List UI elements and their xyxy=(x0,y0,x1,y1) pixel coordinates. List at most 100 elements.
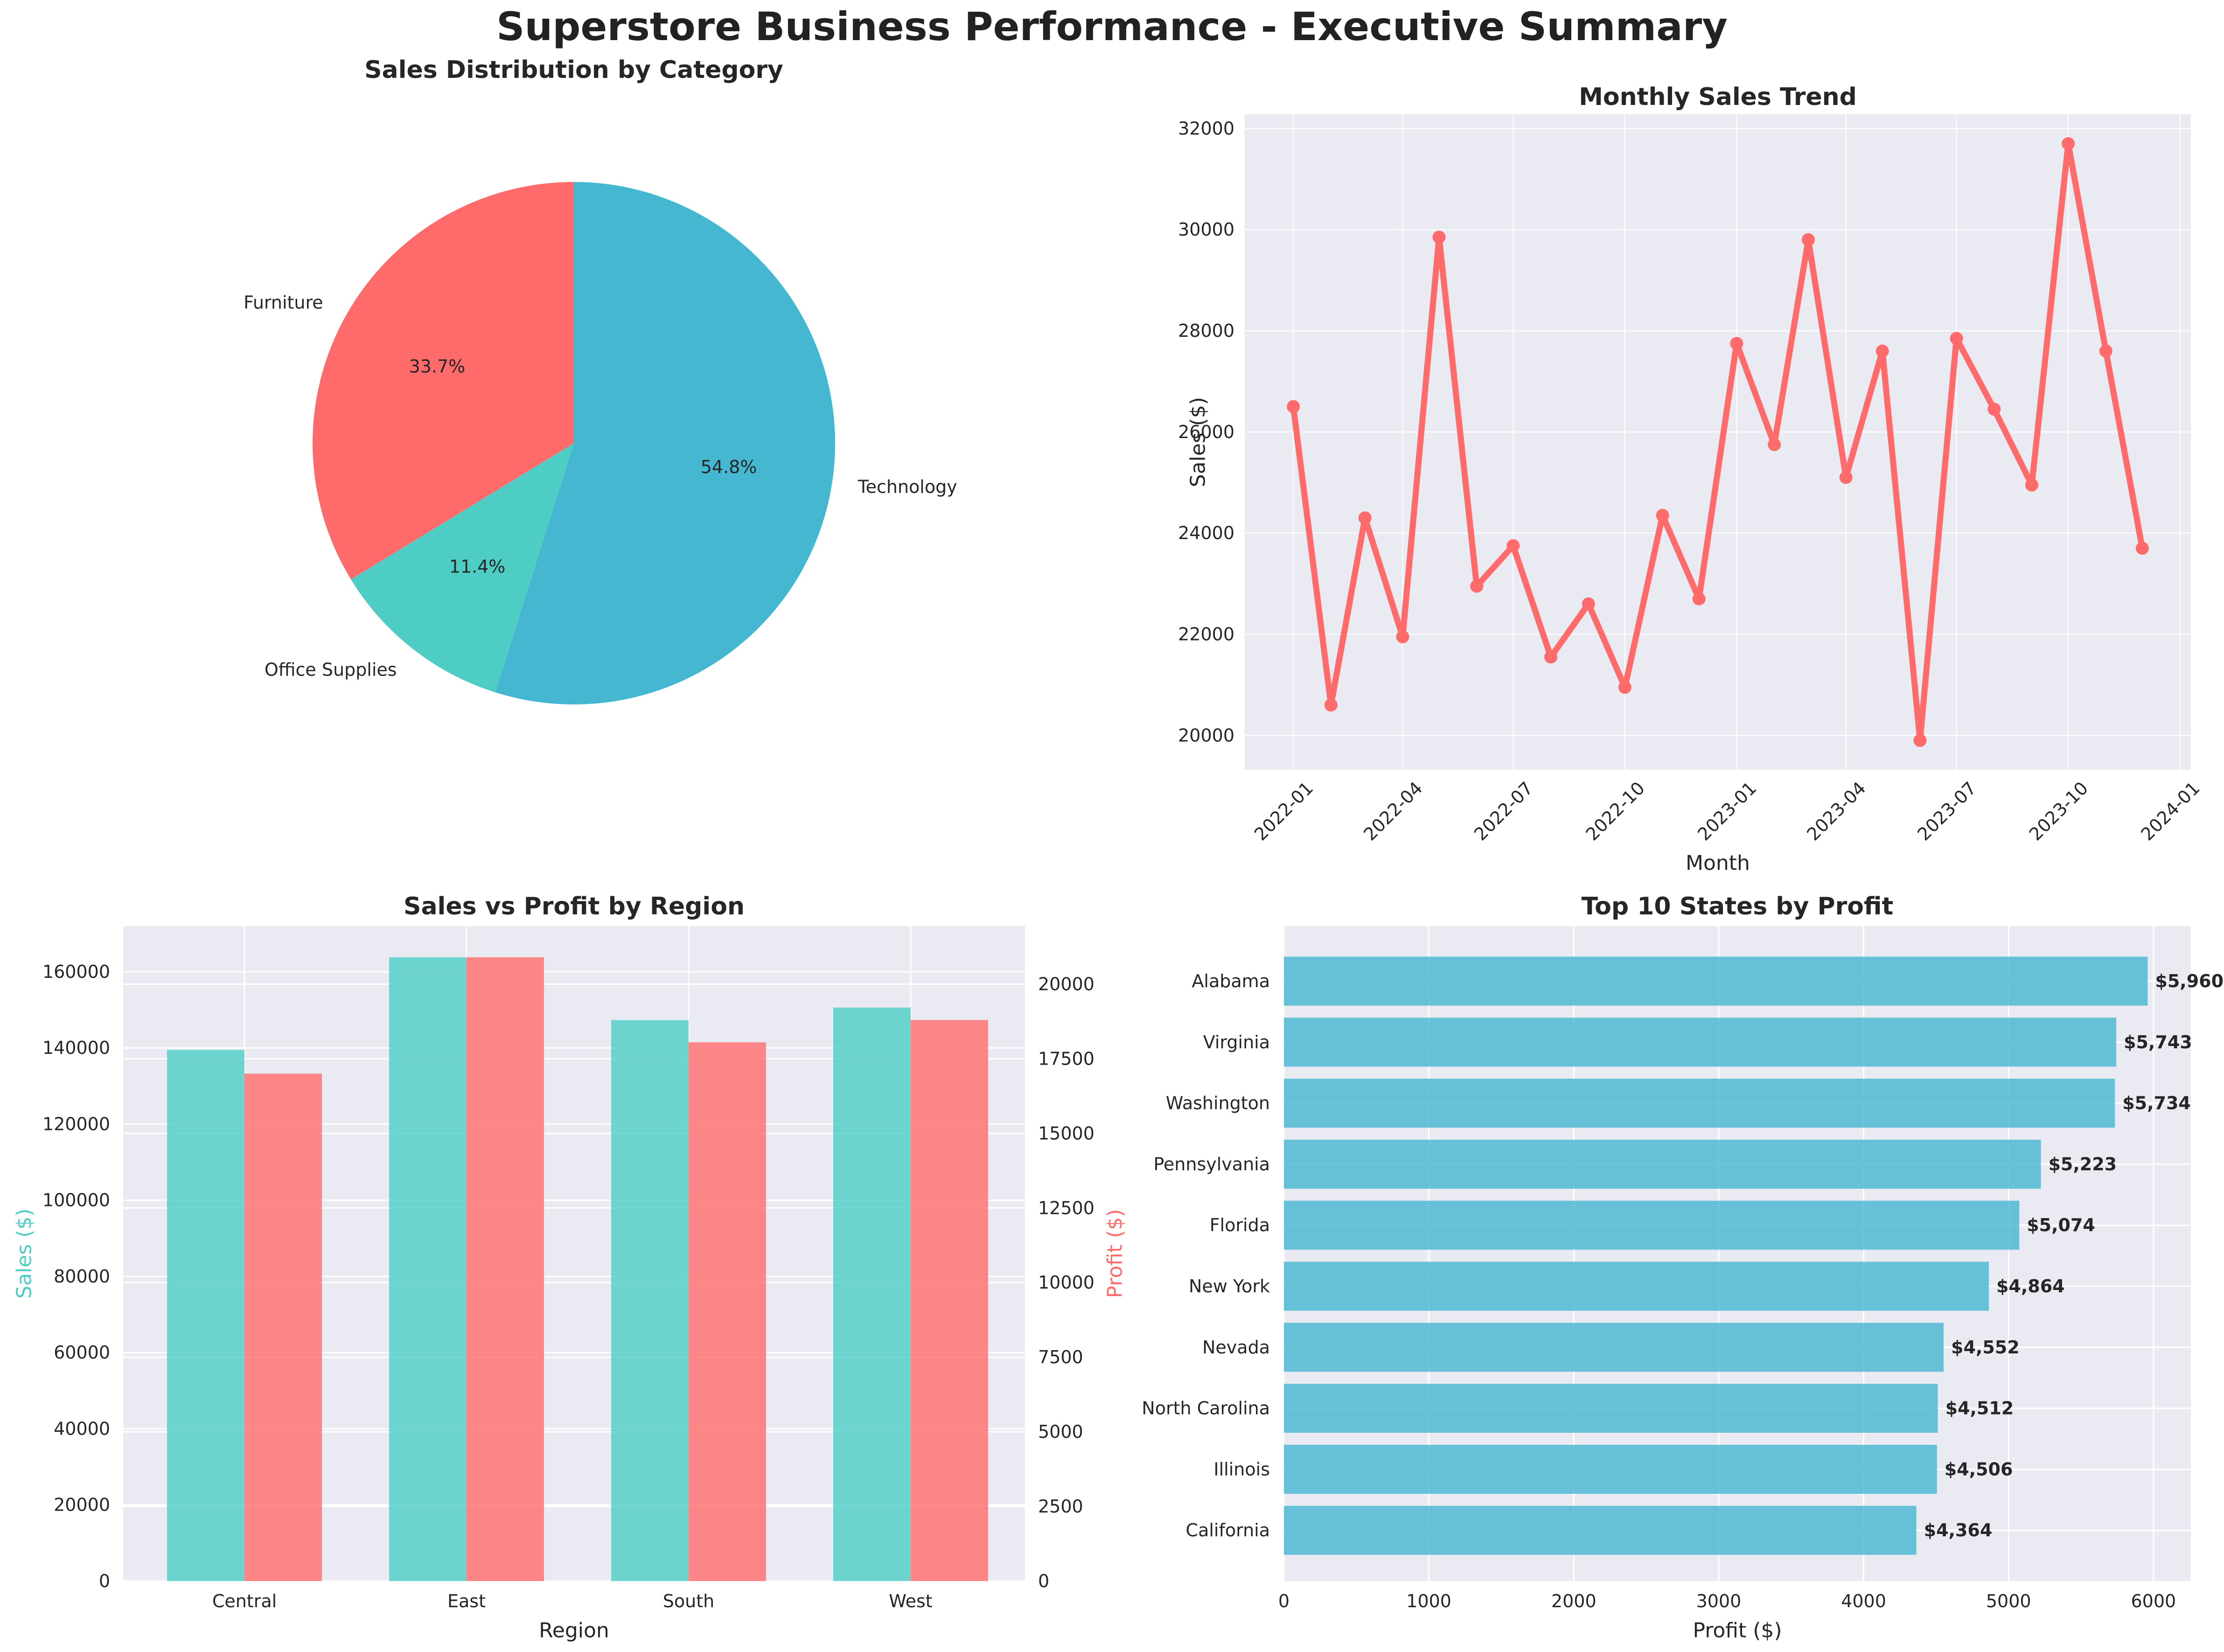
region-ytick-right-label: 10000 xyxy=(1038,1272,1095,1293)
states-ytick-label: Alabama xyxy=(1192,971,1270,991)
states-value-label: $5,074 xyxy=(2027,1215,2095,1235)
trend-xtick-label: 2022-01 xyxy=(1250,778,1317,844)
states-bar xyxy=(1284,1262,1989,1311)
trend-point xyxy=(1656,509,1669,522)
region-sales-bar xyxy=(389,957,467,1581)
states-xaxis-label: Profit ($) xyxy=(1693,1619,1782,1643)
region-sales-bar xyxy=(167,1050,244,1581)
states-ytick-label: Florida xyxy=(1210,1215,1270,1235)
states-bar xyxy=(1284,1506,1917,1555)
trend-point xyxy=(1768,438,1781,451)
states-ytick-label: Illinois xyxy=(1213,1459,1270,1479)
states-xtick-label: 5000 xyxy=(1986,1591,2031,1611)
trend-point xyxy=(1544,650,1558,664)
trend-yaxis-label: Sales ($) xyxy=(1186,397,1210,487)
pie-chart: Sales Distribution by Category Furniture 3… xyxy=(244,56,957,704)
trend-point xyxy=(1287,400,1300,413)
trend-series-line xyxy=(1290,140,2146,744)
region-ytick-left-label: 0 xyxy=(99,1571,110,1591)
trend-xtick-label: 2022-07 xyxy=(1470,778,1537,844)
states-bar xyxy=(1284,1018,2117,1067)
pie-slice xyxy=(495,182,835,704)
region-ytick-left-label: 160000 xyxy=(42,962,110,982)
trend-point xyxy=(1839,471,1853,484)
region-ytick-left-label: 40000 xyxy=(54,1418,110,1439)
trend-xtick-label: 2022-04 xyxy=(1359,778,1426,844)
states-ytick-label: Virginia xyxy=(1203,1032,1270,1053)
states-bar xyxy=(1284,1079,2115,1128)
trend-point xyxy=(1692,592,1706,606)
states-ytick-label: North Carolina xyxy=(1142,1398,1270,1419)
trend-title: Monthly Sales Trend xyxy=(1579,83,1857,111)
states-bar xyxy=(1284,1323,1944,1372)
states-value-label: $5,960 xyxy=(2155,971,2224,991)
pie-percent-label: 11.4% xyxy=(449,557,506,577)
region-ytick-right-label: 17500 xyxy=(1038,1048,1095,1069)
region-ytick-right-label: 20000 xyxy=(1038,974,1095,994)
region-ytick-right-label: 7500 xyxy=(1038,1347,1083,1367)
trend-ytick-label: 20000 xyxy=(1178,725,1234,746)
trend-point xyxy=(1324,698,1338,712)
sales-trend-chart: Monthly Sales Trend 20000 22000 24000 26000 2… xyxy=(1178,83,2204,875)
states-ytick-label: Washington xyxy=(1166,1093,1270,1114)
trend-ytick-label: 22000 xyxy=(1178,624,1234,644)
states-xtick-label: 3000 xyxy=(1696,1591,1742,1611)
pie-label: Office Supplies xyxy=(265,659,397,680)
region-xaxis-label: Region xyxy=(539,1619,609,1643)
region-ytick-right-label: 12500 xyxy=(1038,1198,1095,1218)
states-bar xyxy=(1284,1200,2020,1250)
region-ytick-right-label: 2500 xyxy=(1038,1496,1083,1517)
states-xtick-label: 6000 xyxy=(2131,1591,2176,1611)
states-xtick-label: 2000 xyxy=(1551,1591,1597,1611)
trend-point xyxy=(1470,579,1484,593)
states-bar-chart: Top 10 States by Profit 0 1000 2000 3000 4000… xyxy=(1142,892,2224,1643)
region-xtick-label: West xyxy=(889,1591,932,1611)
states-ytick-label: California xyxy=(1186,1520,1270,1540)
trend-xtick-label: 2023-07 xyxy=(1913,778,1980,844)
states-bar xyxy=(1284,1444,1937,1494)
pie-slice xyxy=(312,182,574,580)
trend-point xyxy=(1730,337,1743,350)
trend-point xyxy=(1875,344,1889,358)
pie-title: Sales Distribution by Category xyxy=(364,56,783,84)
trend-xaxis-label: Month xyxy=(1686,851,1750,875)
trend-point xyxy=(2135,542,2149,555)
region-ytick-left-label: 80000 xyxy=(54,1266,110,1287)
trend-xtick-label: 2023-04 xyxy=(1803,778,1869,844)
states-ytick-label: Pennsylvania xyxy=(1153,1154,1270,1174)
trend-xtick-label: 2023-01 xyxy=(1694,778,1760,844)
states-bar xyxy=(1284,1139,2041,1189)
trend-xtick-label: 2024-01 xyxy=(2137,778,2203,844)
pie-percent-label: 54.8% xyxy=(701,457,757,477)
region-ytick-left-label: 140000 xyxy=(42,1038,110,1058)
figure-title: Superstore Business Performance - Execut… xyxy=(496,4,1728,49)
trend-point xyxy=(1950,332,1963,345)
states-title: Top 10 States by Profit xyxy=(1582,892,1894,920)
states-value-label: $5,223 xyxy=(2048,1154,2117,1174)
trend-point xyxy=(1618,681,1631,694)
region-profit-bar xyxy=(689,1042,766,1581)
region-xtick-label: Central xyxy=(212,1591,277,1611)
pie-percent-label: 33.7% xyxy=(409,356,466,377)
trend-point xyxy=(1506,539,1520,552)
states-value-label: $5,734 xyxy=(2122,1093,2191,1114)
trend-ytick-label: 24000 xyxy=(1178,523,1234,544)
region-profit-bar xyxy=(467,957,544,1581)
region-sales-bar xyxy=(833,1007,911,1581)
region-ytick-left-label: 20000 xyxy=(54,1495,110,1515)
trend-ytick-label: 30000 xyxy=(1178,219,1234,240)
states-value-label: $4,364 xyxy=(1924,1520,1993,1540)
region-ytick-right-label: 15000 xyxy=(1038,1123,1095,1143)
region-ytick-left-label: 100000 xyxy=(42,1190,110,1211)
states-value-label: $4,552 xyxy=(1951,1337,2020,1358)
states-xtick-label: 0 xyxy=(1278,1591,1290,1611)
trend-point xyxy=(1432,230,1446,244)
region-title: Sales vs Profit by Region xyxy=(404,892,745,920)
states-xtick-label: 4000 xyxy=(1841,1591,1886,1611)
pie-label: Furniture xyxy=(244,293,323,313)
trend-point xyxy=(1801,233,1815,246)
region-ytick-left-label: 120000 xyxy=(42,1114,110,1134)
trend-plot-area xyxy=(1245,114,2191,770)
region-profit-bar xyxy=(244,1073,322,1581)
